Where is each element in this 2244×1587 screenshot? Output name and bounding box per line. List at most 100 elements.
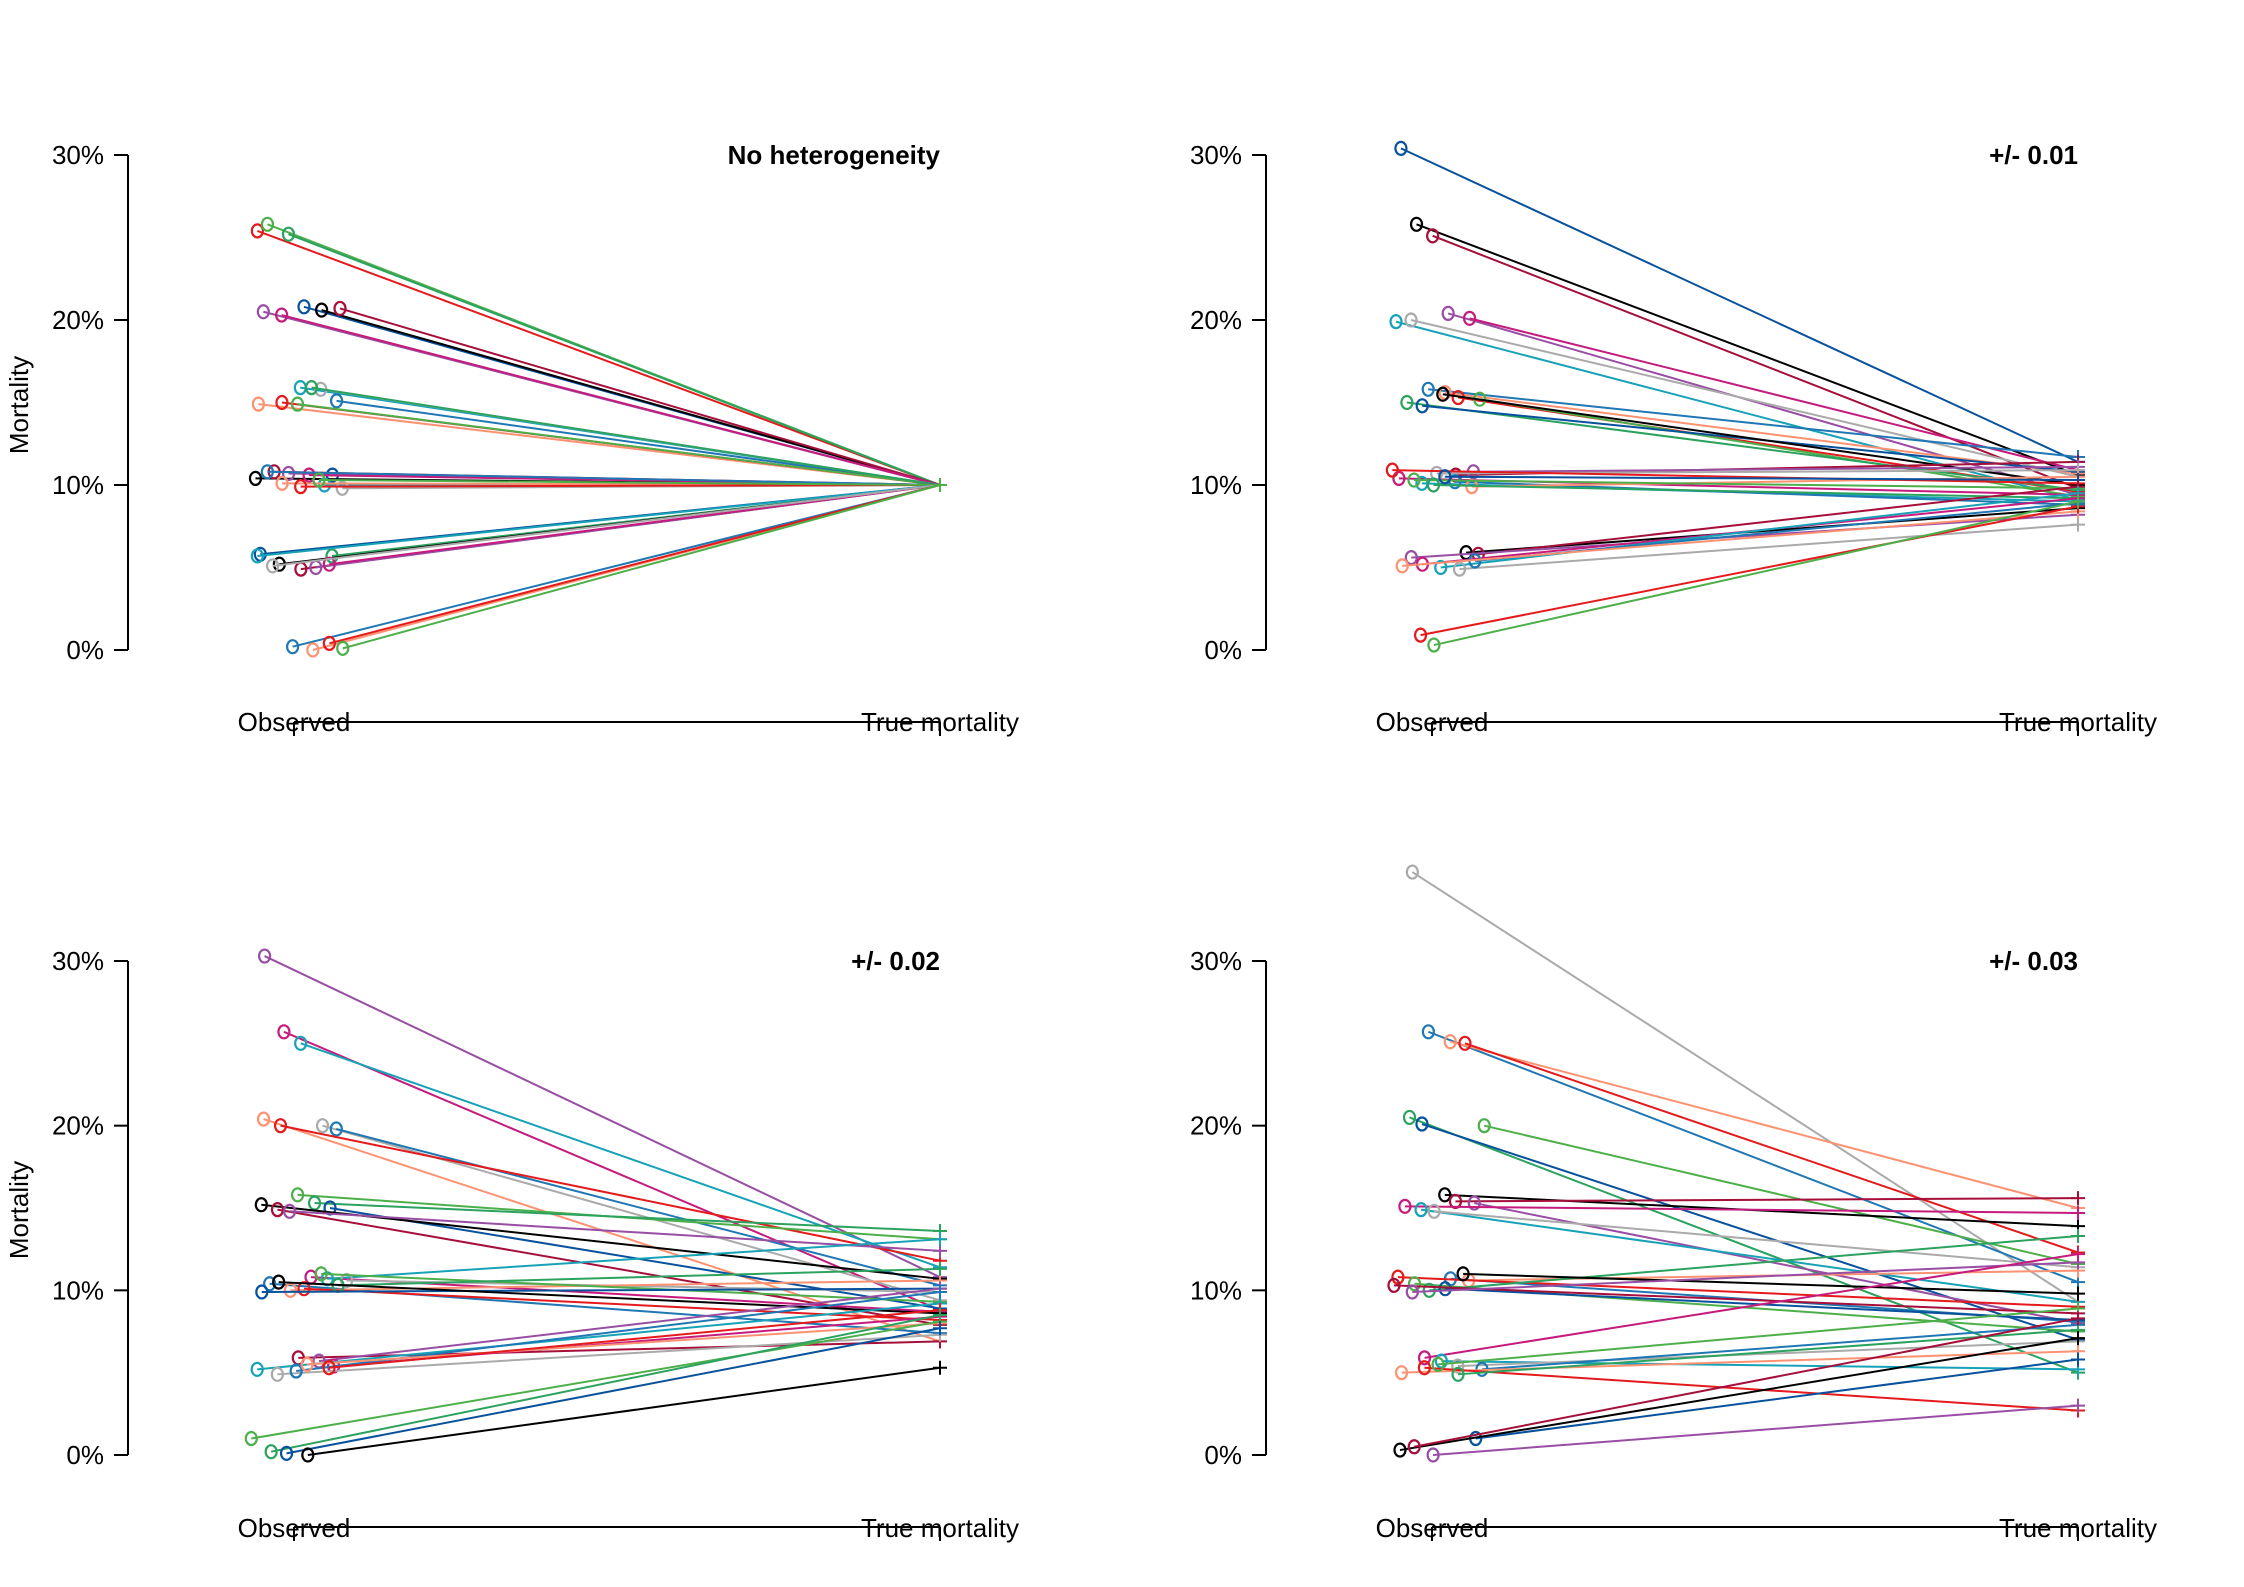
observed-point [254,1197,268,1213]
series-line [314,1202,941,1233]
observed-point [336,640,350,656]
observed-point [1427,637,1441,653]
series-line [1411,871,2079,1303]
series-line [1463,1272,2079,1295]
observed-point [1405,1284,1419,1300]
observed-point [333,300,347,317]
observed-point [322,1360,336,1376]
observed-point [1427,1203,1441,1219]
series-line [1473,465,2079,473]
series-line [1428,388,2079,458]
x-label-observed: Observed [238,1513,351,1543]
observed-point [1436,386,1450,402]
observed-point [275,475,289,491]
y-tick-label: 10% [52,1275,104,1305]
series-line [321,309,941,486]
series-line [1432,234,2079,490]
observed-point [322,635,336,652]
series-line [1404,1205,2079,1214]
series-line [264,955,941,1279]
series-line [251,1320,941,1440]
observed-point [294,479,308,495]
observed-point [1458,1035,1472,1051]
observed-point [248,470,263,486]
observed-point [251,396,266,412]
y-tick-label: 0% [66,635,104,665]
series-line [1411,513,2079,559]
x-label-observed: Observed [238,707,351,737]
series-line [1424,1253,2079,1359]
panel-title: +/- 0.01 [1989,140,2078,170]
panel-title: No heterogeneity [728,140,941,170]
true-mortality-point [933,1321,947,1336]
observed-point [266,558,280,574]
series-line [257,484,941,557]
series-line [292,484,941,648]
series-line [1449,1040,2079,1209]
observed-point [315,1118,330,1134]
observed-point [277,1024,291,1040]
series-line [318,479,941,486]
observed-point [257,948,272,964]
series-line [297,403,941,486]
series-line [1484,1124,2079,1265]
true-mortality-point [933,1284,947,1299]
observed-point [1407,472,1421,488]
y-tick-label: 10% [52,470,104,500]
series-line [257,229,941,486]
series-line [321,1272,941,1303]
y-axis-title: Mortality [4,1161,34,1259]
series-line [328,1309,941,1369]
series-line [272,484,941,567]
observed-point [1404,312,1418,328]
y-tick-label: 10% [1190,470,1242,500]
observed-point [1456,1266,1470,1282]
y-tick-label: 30% [1190,140,1242,170]
observed-point [270,1202,285,1218]
observed-point [315,302,329,318]
panel-1: 0% 10% 20% 30% Observed True mortality No hete… [4,140,1019,737]
x-label-true-mortality: True mortality [1999,707,2157,737]
series-line [1424,1366,2079,1412]
observed-point [279,1445,294,1461]
series-line [1466,507,2079,554]
true-mortality-point [2071,1311,2085,1326]
true-mortality-point [2071,1331,2085,1346]
observed-point [260,464,274,480]
series-line [300,1042,941,1269]
observed-point [314,1266,328,1282]
observed-point [1407,1276,1422,1292]
observed-point [260,216,275,232]
series-line [1420,1208,2079,1303]
true-mortality-point [933,1232,947,1247]
series-line [1457,1328,2079,1376]
true-mortality-point [2071,1191,2085,1206]
series-line [270,1314,941,1453]
series-line [342,484,941,650]
true-mortality-point [2071,1205,2085,1220]
series-line [283,1030,941,1312]
observed-point [306,642,320,658]
series-line [289,1210,941,1252]
observed-point [1389,314,1403,330]
observed-point [250,1361,264,1377]
observed-point [1387,1277,1401,1293]
panel-4: 0% 10% 20% 30% Observed True mortality +/- 0.0… [1190,864,2157,1543]
observed-point [281,465,296,482]
series-line [336,399,941,486]
y-tick-label: 10% [1190,1275,1242,1305]
true-mortality-point [2071,1228,2085,1243]
observed-point [1451,1366,1465,1382]
series-line [1433,500,2079,647]
y-tick-label: 20% [1190,1111,1242,1141]
x-label-observed: Observed [1376,707,1489,737]
observed-point [1391,1269,1405,1285]
series-line [1414,479,2079,490]
observed-point [1452,561,1467,577]
series-line [1428,1030,2079,1284]
observed-point [275,394,289,411]
observed-point [281,226,296,242]
observed-point [1426,477,1441,493]
observed-point [1448,1193,1463,1210]
observed-point [264,1444,278,1460]
